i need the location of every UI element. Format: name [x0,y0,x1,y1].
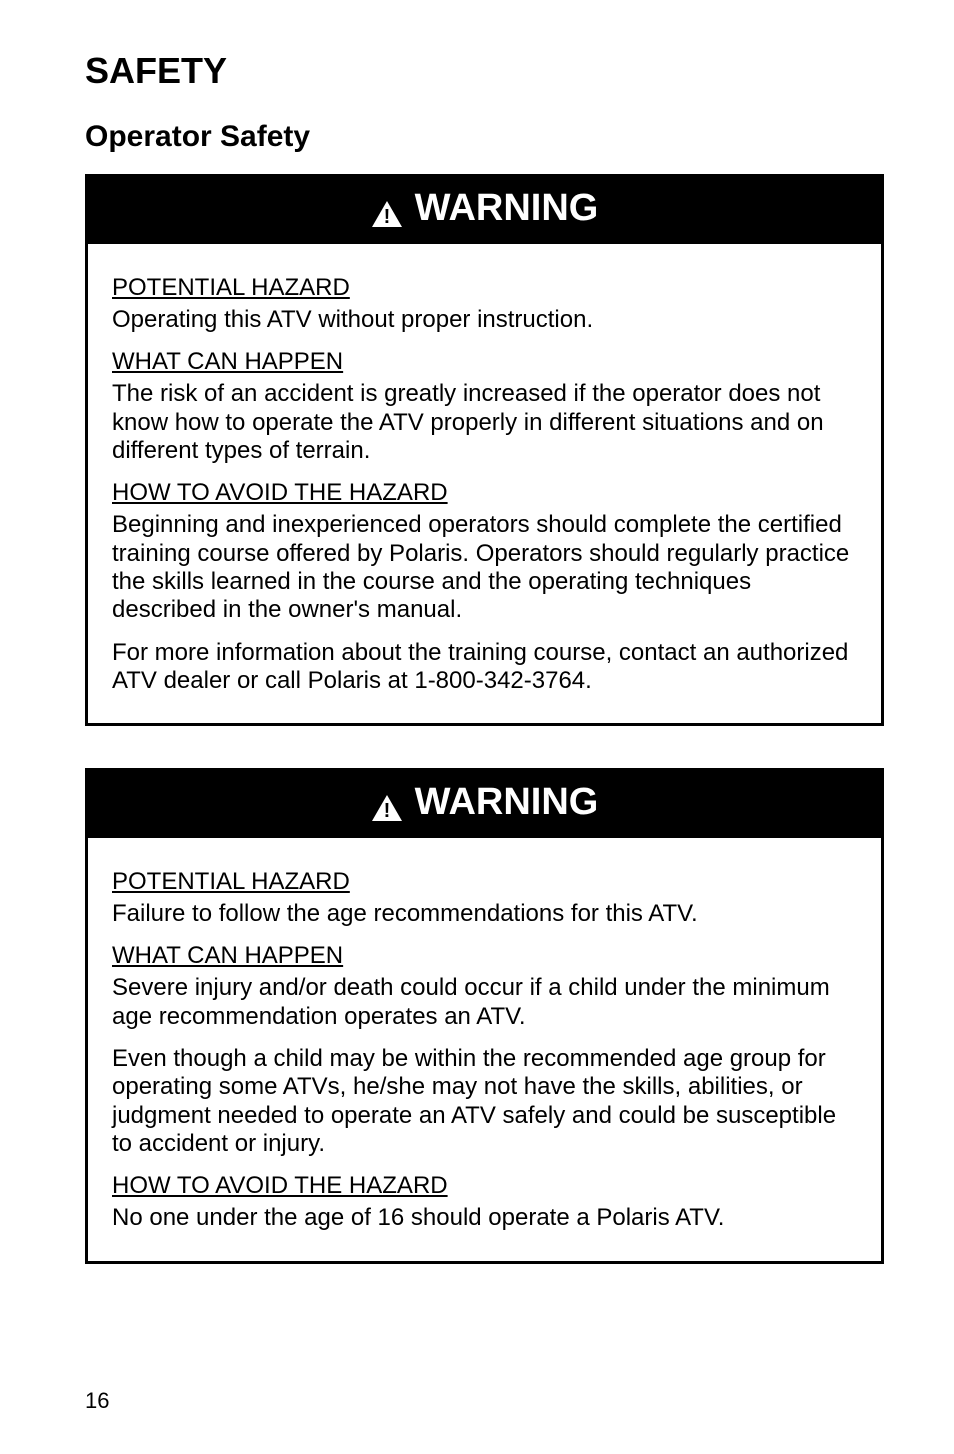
potential-hazard-text: Operating this ATV without proper instru… [112,306,857,334]
warning-body: POTENTIAL HAZARD Operating this ATV with… [88,244,881,723]
how-to-avoid-label: HOW TO AVOID THE HAZARD [112,479,857,507]
how-to-avoid-text: Beginning and inexperienced operators sh… [112,511,857,624]
section-title: Operator Safety [85,120,884,154]
warning-triangle-icon: ! [371,195,403,223]
how-to-avoid-text: No one under the age of 16 should operat… [112,1204,857,1232]
how-to-avoid-label: HOW TO AVOID THE HAZARD [112,1172,857,1200]
what-can-happen-text: Even though a child may be within the re… [112,1045,857,1158]
warning-header: ! WARNING [88,771,881,838]
warning-body: POTENTIAL HAZARD Failure to follow the a… [88,838,881,1261]
svg-text:!: ! [383,206,390,228]
warning-header: ! WARNING [88,177,881,244]
potential-hazard-text: Failure to follow the age recommendation… [112,900,857,928]
how-to-avoid-text: For more information about the training … [112,639,857,696]
warning-triangle-icon: ! [371,789,403,817]
warning-label: WARNING [415,187,599,230]
page-title: SAFETY [85,50,884,92]
potential-hazard-label: POTENTIAL HAZARD [112,868,857,896]
warning-box: ! WARNING POTENTIAL HAZARD Failure to fo… [85,768,884,1264]
what-can-happen-text: Severe injury and/or death could occur i… [112,974,857,1031]
warning-box: ! WARNING POTENTIAL HAZARD Operating thi… [85,174,884,726]
what-can-happen-text: The risk of an accident is greatly incre… [112,380,857,465]
svg-text:!: ! [383,800,390,822]
warning-label: WARNING [415,781,599,824]
potential-hazard-label: POTENTIAL HAZARD [112,274,857,302]
what-can-happen-label: WHAT CAN HAPPEN [112,348,857,376]
page-number: 16 [85,1388,109,1414]
what-can-happen-label: WHAT CAN HAPPEN [112,942,857,970]
